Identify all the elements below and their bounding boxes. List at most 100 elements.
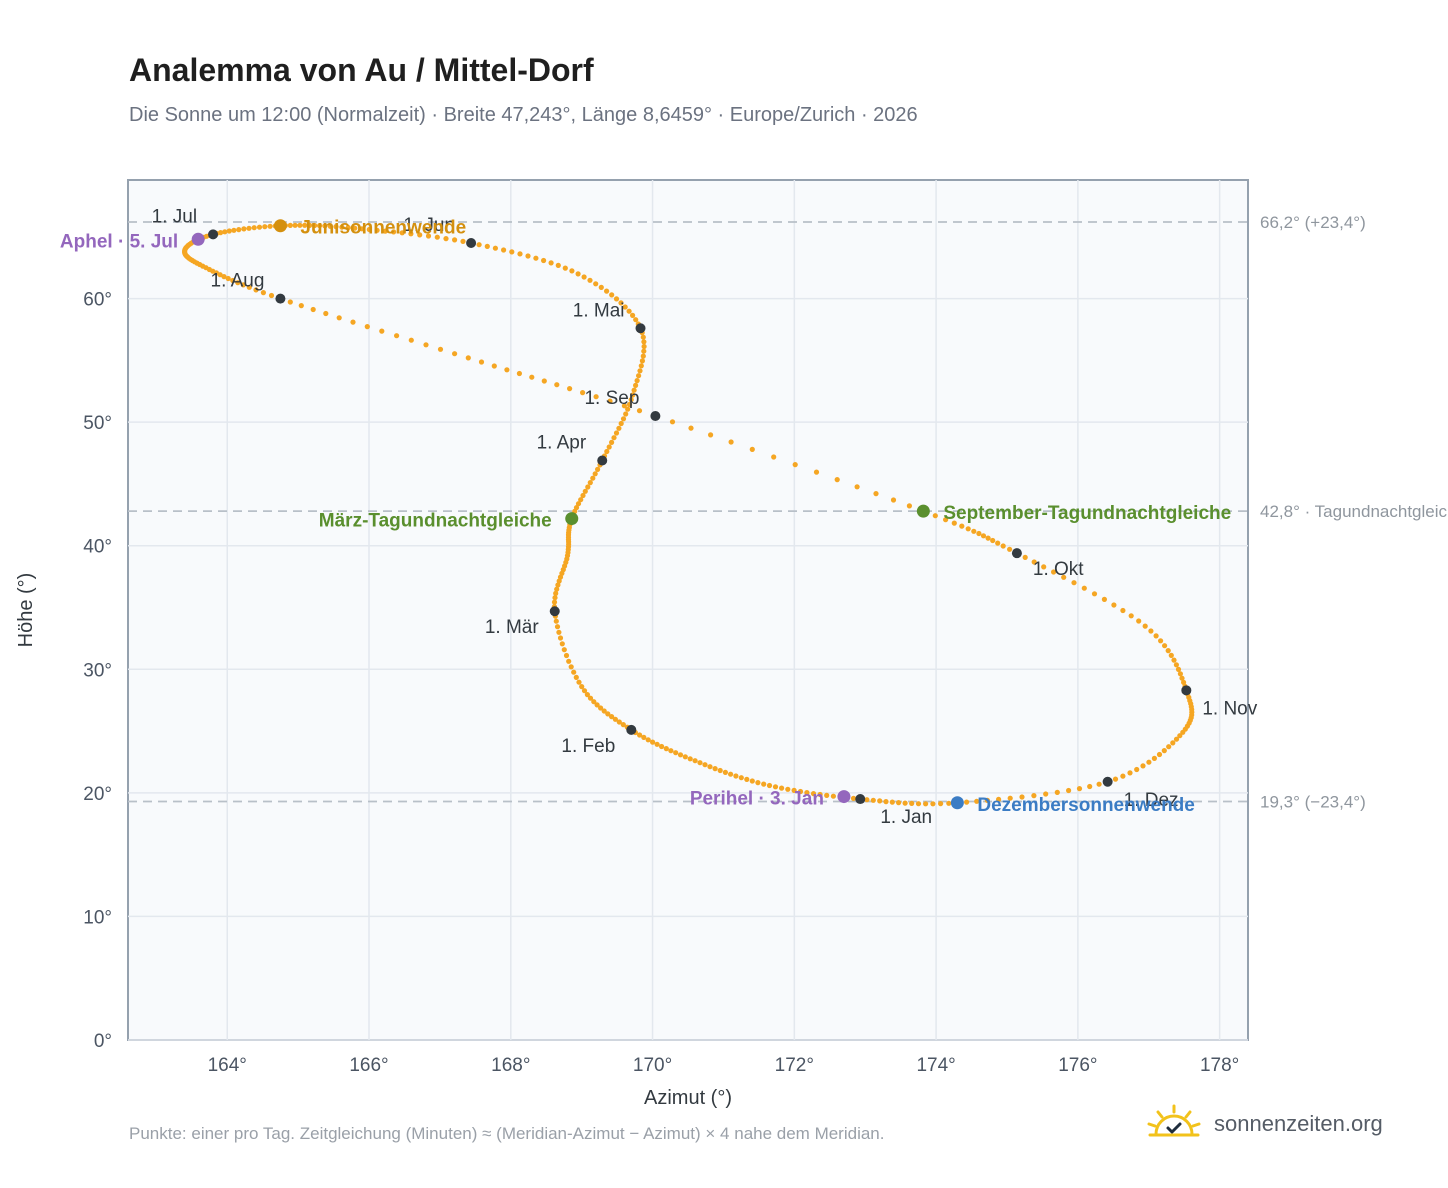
daily-point: [749, 446, 755, 452]
daily-point: [792, 462, 798, 468]
daily-point: [630, 392, 636, 398]
daily-point: [236, 227, 242, 233]
daily-point: [634, 378, 640, 384]
daily-point: [557, 635, 564, 641]
daily-point: [722, 769, 729, 776]
daily-point: [253, 287, 259, 293]
daily-point: [1151, 755, 1157, 762]
daily-point: [668, 748, 674, 754]
daily-point: [1051, 569, 1057, 575]
daily-point: [733, 773, 739, 779]
daily-point: [625, 406, 631, 412]
daily-point: [744, 776, 750, 783]
daily-point: [749, 778, 755, 784]
daily-point: [585, 484, 591, 490]
daily-point: [591, 699, 597, 705]
daily-point: [650, 739, 656, 745]
daily-point: [626, 308, 632, 314]
daily-point: [1168, 652, 1174, 659]
daily-point: [824, 792, 830, 799]
daily-point: [226, 228, 232, 234]
daily-point: [587, 480, 593, 486]
daily-point: [1161, 748, 1167, 754]
daily-point: [616, 425, 622, 431]
daily-point: [951, 520, 957, 526]
daily-point: [1043, 791, 1049, 797]
daily-point: [817, 791, 823, 798]
daily-point: [1091, 591, 1098, 597]
month-label: 1. Aug: [211, 271, 265, 292]
daily-point: [555, 582, 561, 588]
month-label: 1. Nov: [1202, 698, 1257, 719]
daily-point: [687, 756, 693, 762]
daily-point: [1101, 596, 1107, 603]
y-axis-label: Höhe (°): [15, 573, 37, 648]
daily-point: [260, 290, 266, 296]
x-tick-label: 178°: [1200, 1055, 1239, 1076]
daily-point: [580, 390, 586, 396]
daily-point: [484, 243, 490, 249]
daily-point: [566, 658, 572, 664]
daily-point: [562, 265, 568, 271]
daily-point: [425, 233, 432, 239]
daily-point: [302, 222, 308, 228]
daily-point: [728, 439, 734, 445]
daily-point: [1146, 759, 1152, 765]
daily-point: [1120, 773, 1126, 779]
daily-point: [889, 799, 895, 805]
daily-point: [1031, 793, 1037, 799]
daily-point: [578, 497, 584, 503]
daily-point: [217, 272, 223, 278]
daily-point: [717, 767, 723, 774]
daily-point: [616, 719, 622, 725]
daily-point: [902, 800, 908, 806]
daily-point: [708, 432, 714, 438]
daily-point: [1111, 602, 1117, 608]
daily-point: [830, 793, 837, 799]
reference-line-label: 66,2° (+23,4°): [1260, 213, 1366, 232]
x-tick-label: 170°: [633, 1055, 672, 1076]
daily-point: [592, 471, 598, 477]
daily-point: [959, 523, 965, 529]
daily-point: [533, 255, 539, 261]
daily-point: [559, 641, 565, 647]
daily-point: [1158, 638, 1164, 644]
y-tick-label: 30°: [83, 660, 112, 681]
daily-point: [423, 342, 429, 348]
daily-point: [640, 353, 646, 359]
daily-point: [618, 420, 624, 427]
daily-point: [641, 734, 647, 741]
daily-point: [571, 669, 577, 675]
daily-point: [883, 799, 889, 805]
daily-point: [677, 752, 684, 758]
daily-point: [262, 224, 268, 230]
daily-point: [702, 762, 708, 768]
daily-point: [336, 315, 342, 321]
daily-point: [554, 624, 561, 630]
daily-point: [607, 398, 613, 404]
month-label: 1. Jun: [403, 215, 455, 236]
month-label: 1. Feb: [561, 736, 615, 757]
month-marker: [650, 411, 661, 422]
brand[interactable]: sonnenzeiten.org: [1146, 1102, 1383, 1146]
daily-point: [352, 225, 358, 231]
daily-point: [359, 226, 365, 232]
daily-point: [465, 355, 471, 361]
daily-point: [622, 304, 628, 310]
daily-point: [581, 688, 588, 694]
daily-point: [673, 750, 679, 756]
daily-point: [766, 782, 773, 789]
daily-point: [1007, 795, 1013, 801]
daily-point: [1140, 763, 1146, 769]
daily-point: [573, 505, 580, 511]
daily-point: [1175, 666, 1182, 673]
daily-point: [995, 540, 1001, 546]
daily-point: [971, 528, 977, 534]
daily-point: [604, 288, 610, 294]
daily-point: [810, 791, 817, 797]
daily-point: [612, 716, 619, 722]
daily-point: [985, 535, 991, 541]
daily-point: [1177, 671, 1183, 677]
y-tick-label: 0°: [94, 1031, 112, 1052]
daily-point: [797, 788, 804, 795]
